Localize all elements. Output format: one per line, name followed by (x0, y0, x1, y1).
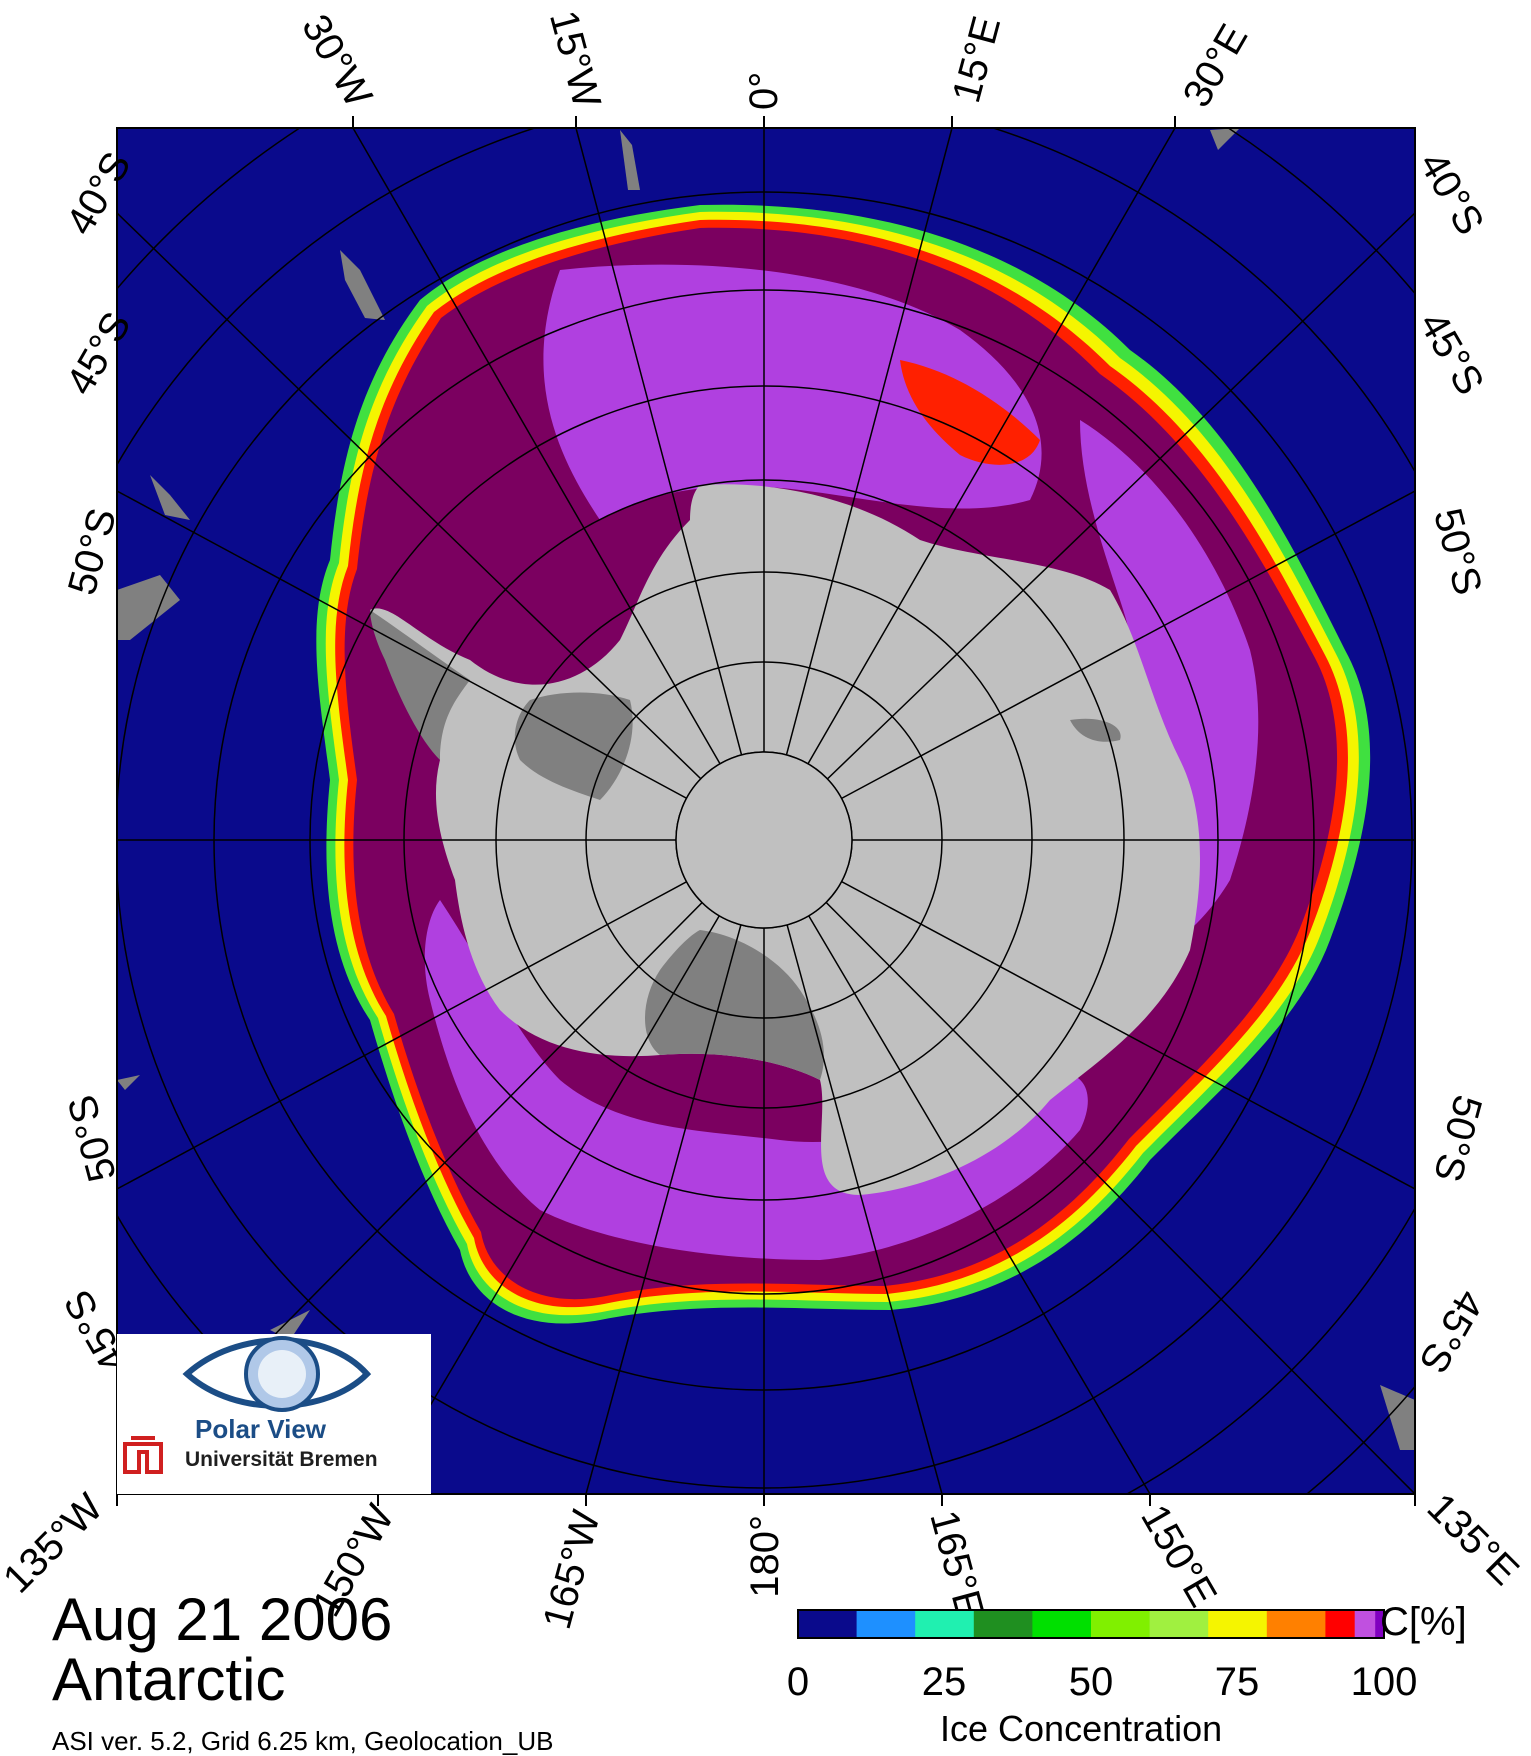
lat-label-left: 50°S (60, 1091, 125, 1187)
island (150, 475, 190, 520)
lon-label-top: 0° (742, 72, 786, 110)
colorbar-tick: 50 (1068, 1660, 1114, 1704)
logo-name: Polar View (195, 1414, 327, 1444)
pole-cap (675, 751, 853, 929)
lon-label-bottom: 135°W (0, 1485, 112, 1601)
colorbar-segment (1354, 1610, 1376, 1638)
island (117, 1075, 140, 1090)
frame-ticks (116, 116, 1416, 1506)
colorbar-tick: 75 (1214, 1660, 1260, 1704)
ross-ice-shelf (645, 930, 824, 1080)
logo-institution: Universität Bremen (185, 1448, 378, 1471)
lon-label-bottom: 165°E (921, 1506, 992, 1623)
colorbar-segment (1091, 1610, 1151, 1638)
lon-label-top: 30°E (1175, 17, 1257, 114)
colorbar-segment (1032, 1610, 1092, 1638)
lon-label-bottom: 150°E (1132, 1498, 1225, 1615)
colorbar-tick: 100 (1350, 1660, 1418, 1704)
lat-label-right: 50°S (1425, 504, 1490, 600)
lon-label-top: 15°W (541, 6, 609, 113)
ice-zone-mid (1080, 420, 1259, 960)
lat-label-left: 50°S (60, 504, 125, 600)
island (270, 1310, 310, 1340)
meridians (117, 128, 1415, 1494)
island (1210, 128, 1240, 150)
lon-label-top: 15°E (944, 12, 1009, 108)
colorbar-segment (1208, 1610, 1268, 1638)
colorbar-segment (1375, 1610, 1385, 1638)
metadata-line: ASI ver. 5.2, Grid 6.25 km, Geolocation_… (52, 1726, 554, 1756)
ice-zone-red (900, 360, 1040, 465)
colorbar-segment (1266, 1610, 1326, 1638)
lon-label-bottom: 135°E (1419, 1485, 1527, 1593)
island (1380, 1385, 1415, 1450)
colorbar-segment (1325, 1610, 1356, 1638)
region-title: Antarctic (52, 1646, 286, 1713)
lon-label-top: 30°W (293, 7, 380, 114)
colorbar-segment (798, 1610, 858, 1638)
date-title: Aug 21 2006 (52, 1586, 393, 1653)
eye-icon (123, 1336, 372, 1474)
island (340, 250, 385, 320)
colorbar-segment (915, 1610, 975, 1638)
colorbar-segment (1149, 1610, 1209, 1638)
colorbar-frame (797, 1609, 1385, 1639)
colorbar-segment (973, 1610, 1033, 1638)
island (117, 575, 180, 640)
lon-label-bottom: 180° (743, 1515, 787, 1598)
colorbar-tick: 0 (786, 1660, 810, 1704)
colorbar (798, 1610, 1385, 1638)
colorbar-segment (856, 1610, 916, 1638)
map-frame (116, 127, 1416, 1495)
ice-zone-mid (543, 264, 1042, 520)
lat-label-right: 50°S (1425, 1091, 1490, 1187)
polar-view-logo: Polar View Universität Bremen (117, 1334, 431, 1494)
lat-label-right: 45°S (1410, 305, 1492, 402)
antarctic-peninsula (370, 610, 470, 760)
colorbar-label: Ice Concentration (940, 1708, 1223, 1749)
lat-label-right: 40°S (1410, 145, 1492, 242)
colorbar-title: C[%] (1380, 1600, 1467, 1644)
colorbar-tick: 25 (921, 1660, 967, 1704)
lon-label-bottom: 165°W (535, 1506, 609, 1634)
island (620, 130, 640, 190)
ronne-ice-shelf (514, 692, 633, 800)
lat-label-right: 45°S (1410, 1283, 1492, 1380)
